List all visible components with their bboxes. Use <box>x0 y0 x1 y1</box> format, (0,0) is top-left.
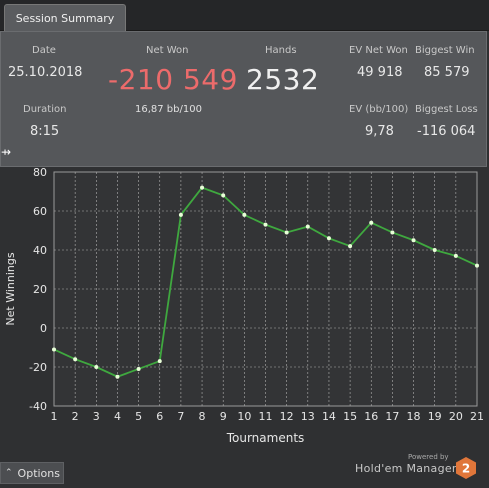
data-point <box>136 366 141 371</box>
x-tick-label: 21 <box>470 410 484 423</box>
biggest-loss-label: Biggest Loss <box>415 104 478 115</box>
x-tick-label: 10 <box>237 410 251 423</box>
ev-net-won-label: EV Net Won <box>349 45 408 56</box>
biggest-loss-value: -116 064 <box>417 124 476 139</box>
x-tick-label: 18 <box>407 410 421 423</box>
bb100-value: 16,87 bb/100 <box>135 104 202 115</box>
ev-bb100-value: 9,78 <box>365 124 394 139</box>
data-point <box>390 230 395 235</box>
duration-value: 8:15 <box>30 124 60 139</box>
data-point <box>305 224 310 229</box>
data-point <box>326 236 331 241</box>
net-won-label: Net Won <box>146 45 189 56</box>
session-summary-panel: Date 25.10.2018 Net Won -210 549 16,87 b… <box>0 31 487 167</box>
x-tick-label: 16 <box>364 410 378 423</box>
data-point <box>178 212 183 217</box>
x-tick-label: 8 <box>199 410 206 423</box>
ev-bb100-label: EV (bb/100) <box>349 104 409 115</box>
data-point <box>263 222 268 227</box>
data-point <box>115 374 120 379</box>
duration-label: Duration <box>23 104 67 115</box>
data-point <box>475 263 479 268</box>
hem-logo-icon: 2 <box>456 457 476 479</box>
x-tick-label: 13 <box>301 410 315 423</box>
x-tick-label: 17 <box>385 410 399 423</box>
data-point <box>348 244 353 249</box>
x-axis-title: Tournaments <box>226 431 305 445</box>
x-tick-label: 20 <box>449 410 463 423</box>
data-point <box>411 238 416 243</box>
tab-session-summary[interactable]: Session Summary <box>4 4 126 31</box>
hands-label: Hands <box>265 45 297 56</box>
biggest-win-label: Biggest Win <box>415 45 475 56</box>
options-button[interactable]: ⌃ Options <box>0 462 64 484</box>
data-point <box>200 185 205 190</box>
chart-area: -40 -20 0 20 40 60 80 1 2 3 4 5 6 7 8 9 10 11 12 13 14 15 16 17… <box>0 166 489 463</box>
y-axis-title: Net Winnings <box>4 252 17 325</box>
x-tick-label: 9 <box>220 410 227 423</box>
y-tick-label: 80 <box>33 168 47 179</box>
data-point <box>242 212 247 217</box>
x-tick-label: 19 <box>428 410 442 423</box>
data-point <box>369 220 374 225</box>
y-tick-label: -40 <box>29 400 47 413</box>
chevron-up-icon: ⌃ <box>5 468 13 478</box>
y-tick-label: 60 <box>33 205 47 218</box>
bottom-bar <box>0 462 489 488</box>
x-tick-label: 3 <box>93 410 100 423</box>
data-point <box>284 230 289 235</box>
x-tick-label: 1 <box>51 410 58 423</box>
x-tick-label: 7 <box>177 410 184 423</box>
x-tick-label: 5 <box>135 410 142 423</box>
data-point <box>453 253 458 258</box>
y-tick-label: 0 <box>40 322 47 335</box>
options-label: Options <box>17 466 60 480</box>
x-tick-label: 6 <box>156 410 163 423</box>
x-tick-label: 14 <box>322 410 336 423</box>
hands-value: 2532 <box>246 63 320 96</box>
brand-name: Hold'em Manager <box>355 462 457 475</box>
date-label: Date <box>32 45 56 56</box>
data-point <box>94 365 99 369</box>
data-point <box>73 357 78 362</box>
x-tick-label: 11 <box>259 410 273 423</box>
data-point <box>432 248 437 252</box>
x-tick-label: 15 <box>343 410 357 423</box>
x-tick-label: 4 <box>114 410 121 423</box>
net-won-value: -210 549 <box>108 63 238 96</box>
data-point <box>157 359 162 364</box>
x-tick-label: 12 <box>280 410 294 423</box>
y-tick-label: 40 <box>33 244 47 257</box>
date-value: 25.10.2018 <box>8 65 83 80</box>
svg-text:2: 2 <box>462 462 470 476</box>
powered-by-text: Powered by <box>408 453 449 461</box>
y-tick-label: -20 <box>29 361 47 374</box>
biggest-win-value: 85 579 <box>424 65 470 80</box>
ev-net-won-value: 49 918 <box>357 65 403 80</box>
x-tick-label: 2 <box>72 410 79 423</box>
y-tick-label: 20 <box>33 283 47 296</box>
data-point <box>221 193 226 198</box>
resize-cursor-icon: ⇸ <box>1 145 12 159</box>
data-point <box>52 347 56 352</box>
